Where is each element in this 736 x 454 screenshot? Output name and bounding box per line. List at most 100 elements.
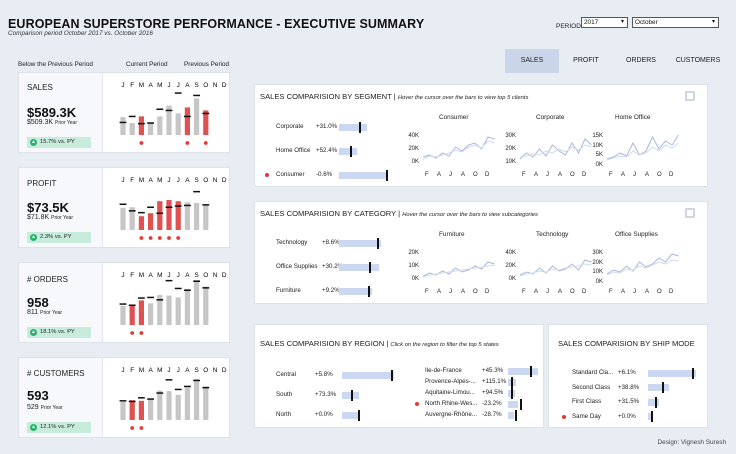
row-label[interactable]: Corporate: [276, 123, 304, 130]
row-label[interactable]: Central: [276, 371, 296, 378]
tab-orders[interactable]: ORDERS: [626, 57, 656, 64]
row-label[interactable]: North: [276, 411, 292, 418]
trend-sparkline[interactable]: [607, 244, 685, 284]
month-tick: A: [185, 177, 190, 184]
row-label[interactable]: Standard Cla...: [572, 369, 614, 376]
kpi-card-profit[interactable]: PROFIT $73.5K $71.8K Prior Year ▲ 2.3% vs…: [18, 167, 230, 248]
current-bar[interactable]: [339, 171, 387, 179]
current-bar[interactable]: [138, 116, 144, 135]
trend-sparkline[interactable]: [520, 127, 598, 167]
tab-profit[interactable]: PROFIT: [573, 57, 599, 64]
row-pct: -23.2%: [482, 400, 502, 407]
current-bar[interactable]: [648, 413, 652, 420]
current-bar[interactable]: [339, 239, 382, 247]
kpi-card-orders[interactable]: # ORDERS 958 811 Prior Year ▲ 18.1% vs. P…: [18, 262, 230, 343]
current-bar[interactable]: [648, 384, 669, 391]
row-label[interactable]: Home Office: [276, 147, 311, 154]
current-bar[interactable]: [648, 398, 659, 406]
row-label[interactable]: South: [276, 391, 293, 398]
current-bar[interactable]: [175, 113, 181, 135]
current-bar[interactable]: [508, 411, 514, 419]
current-bar[interactable]: [194, 203, 200, 230]
month-tick: J: [121, 272, 124, 279]
row-label[interactable]: Consumer: [276, 171, 305, 178]
current-bar[interactable]: [166, 391, 172, 420]
current-bar[interactable]: [148, 122, 154, 135]
row-label[interactable]: Aquitaine-Limou...: [425, 389, 475, 396]
current-bar[interactable]: [148, 213, 154, 230]
current-bar[interactable]: [148, 399, 154, 420]
current-bar[interactable]: [138, 216, 144, 230]
current-bar[interactable]: [203, 110, 209, 135]
x-tick: O: [657, 172, 662, 178]
tab-sales[interactable]: SALES: [505, 49, 559, 73]
trend-sparkline[interactable]: [520, 244, 598, 284]
current-bar[interactable]: [203, 386, 209, 420]
current-bar[interactable]: [203, 205, 209, 230]
row-label[interactable]: North Rhine-Wes...: [425, 400, 478, 407]
current-bar[interactable]: [342, 391, 359, 399]
current-bar[interactable]: [339, 287, 372, 295]
row-label[interactable]: First Class: [572, 398, 602, 405]
current-bar[interactable]: [129, 207, 135, 230]
y-tick: 40K: [408, 133, 419, 139]
current-bar[interactable]: [194, 98, 200, 135]
trend-line: [607, 142, 679, 161]
current-bar[interactable]: [184, 202, 190, 230]
tab-customers[interactable]: CUSTOMERS: [675, 57, 721, 64]
current-bar[interactable]: [157, 390, 163, 420]
current-bar[interactable]: [138, 400, 144, 420]
current-bar[interactable]: [166, 295, 172, 325]
current-bar[interactable]: [120, 402, 126, 420]
current-bar[interactable]: [508, 400, 518, 408]
current-bar[interactable]: [175, 297, 181, 325]
row-label[interactable]: Provence-Alpes-...: [425, 378, 476, 385]
current-bar[interactable]: [342, 411, 360, 419]
month-select[interactable]: October ▾: [632, 17, 719, 28]
current-bar[interactable]: [508, 367, 538, 375]
kpi-card-customers[interactable]: # CUSTOMERS 593 529 Prior Year ▲ 12.1% vs…: [18, 357, 230, 438]
current-bar[interactable]: [129, 304, 135, 325]
row-label[interactable]: Auvergne-Rhône...: [425, 411, 477, 418]
current-bar[interactable]: [339, 123, 367, 131]
current-bar[interactable]: [120, 207, 126, 230]
trend-sparkline[interactable]: [607, 127, 685, 167]
current-bar[interactable]: [648, 369, 696, 377]
row-label[interactable]: Technology: [276, 239, 308, 246]
current-bar[interactable]: [166, 105, 172, 135]
current-bar[interactable]: [175, 201, 181, 230]
row-label[interactable]: Office Supplies: [276, 263, 318, 270]
row-label[interactable]: Second Class: [572, 383, 611, 391]
month-tick: A: [148, 177, 153, 184]
year-select[interactable]: 2017 ▾: [581, 17, 628, 28]
current-bar[interactable]: [339, 147, 358, 155]
row-label[interactable]: Same Day: [572, 412, 601, 420]
current-bar[interactable]: [194, 379, 200, 420]
current-bar[interactable]: [203, 286, 209, 325]
row-label[interactable]: Furniture: [276, 287, 301, 294]
current-bar[interactable]: [175, 394, 181, 420]
previous-mark: [174, 205, 182, 207]
current-bar[interactable]: [184, 387, 190, 420]
kpi-card-sales[interactable]: SALES $589.3K $509.3K Prior Year ▲ 15.7% …: [18, 72, 230, 153]
current-bar[interactable]: [148, 303, 154, 325]
current-bar[interactable]: [342, 371, 394, 379]
current-bar[interactable]: [157, 116, 163, 135]
trend-sparkline[interactable]: [423, 127, 501, 167]
arrow-up-icon: ▲: [30, 234, 37, 241]
current-bar[interactable]: [157, 201, 163, 230]
current-bar[interactable]: [194, 280, 200, 325]
current-bar[interactable]: [120, 305, 126, 325]
current-bar[interactable]: [138, 300, 144, 325]
current-bar[interactable]: [339, 263, 380, 271]
current-bar[interactable]: [120, 117, 126, 135]
month-tick: A: [148, 272, 153, 279]
current-bar[interactable]: [157, 295, 163, 325]
current-bar[interactable]: [184, 107, 190, 135]
current-bar[interactable]: [184, 289, 190, 325]
current-bar[interactable]: [166, 200, 172, 230]
current-bar[interactable]: [129, 400, 135, 420]
current-bar[interactable]: [129, 123, 135, 135]
trend-sparkline[interactable]: [423, 244, 501, 284]
row-label[interactable]: Ile-de-France: [425, 367, 462, 374]
